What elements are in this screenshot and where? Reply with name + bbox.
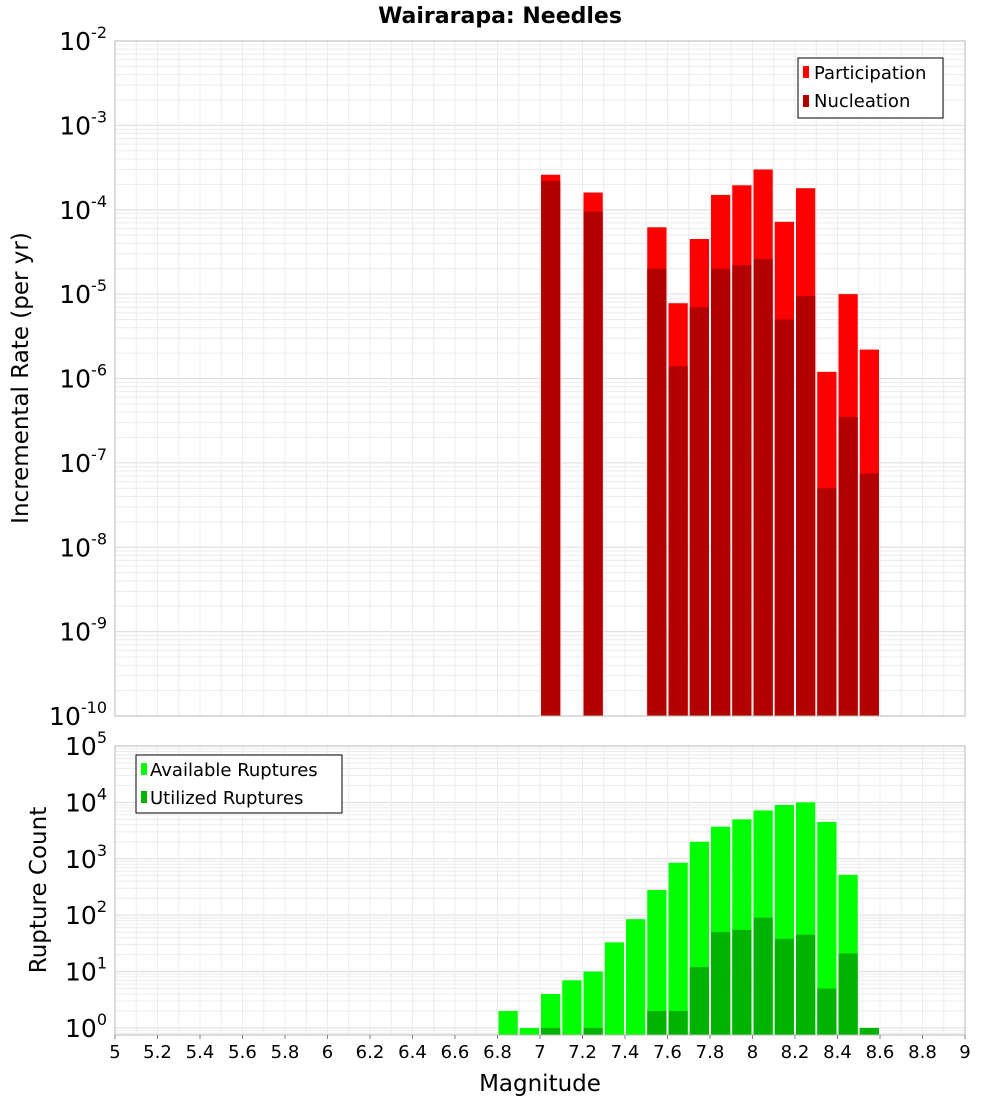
count-bar-b <box>838 953 858 1035</box>
count-bar-a <box>562 980 582 1035</box>
rate-bar-b <box>541 180 561 716</box>
legend-label-participation: Participation <box>814 63 926 84</box>
rate-y-ticks: 10-10 10-9 10-8 10-7 10-6 10-5 10-4 10-3 10-2 <box>49 23 107 731</box>
count-bar-a <box>583 971 603 1035</box>
legend-label-available: Available Ruptures <box>150 760 318 781</box>
count-bar-b <box>668 1010 688 1035</box>
count-bar-a <box>498 1010 518 1035</box>
x-axis-title: Magnitude <box>479 1071 601 1097</box>
x-tick-label: 5.6 <box>228 1042 257 1063</box>
count-bar-b <box>859 1027 879 1035</box>
x-tick-label: 8 <box>747 1042 758 1063</box>
x-tick-label: 9 <box>959 1042 970 1063</box>
count-bar-a <box>626 919 646 1035</box>
count-legend-box <box>135 754 343 814</box>
x-tick-label: 5 <box>109 1042 120 1063</box>
count-y-tick-label: 103 <box>65 841 107 874</box>
count-bar-b <box>647 1010 667 1035</box>
rate-bar-b <box>668 366 688 716</box>
legend-swatch-utilized <box>141 791 147 803</box>
x-tick-label: 5.4 <box>186 1042 215 1063</box>
rate-y-tick-label: 10-9 <box>59 614 107 647</box>
rate-bar-b <box>753 259 773 716</box>
x-tick-label: 6.6 <box>441 1042 470 1063</box>
x-tick-label: 7.4 <box>611 1042 640 1063</box>
rate-bars <box>541 169 879 717</box>
rate-bar-b <box>859 473 879 716</box>
count-bar-b <box>817 988 837 1035</box>
x-tick-label: 8.4 <box>823 1042 852 1063</box>
x-tick-label: 6.4 <box>398 1042 427 1063</box>
x-tick-label: 6.8 <box>483 1042 512 1063</box>
count-bars <box>498 802 879 1035</box>
rate-bar-b <box>689 307 709 716</box>
x-tick-label: 5.2 <box>143 1042 172 1063</box>
count-bar-a <box>668 862 688 1035</box>
count-bar-b <box>796 934 816 1035</box>
rate-y-tick-label: 10-10 <box>49 698 107 731</box>
count-y-axis-title: Rupture Count <box>26 807 52 973</box>
rate-plot-frame <box>114 40 966 717</box>
count-x-ticks: 5 5.2 5.4 5.6 5.8 6 6.2 6.4 6.6 6.8 7 7.2 7.4 7.6 7.8 8… <box>109 1035 971 1063</box>
rate-bar-b <box>647 268 667 716</box>
legend-label-nucleation: Nucleation <box>814 91 910 112</box>
rate-y-tick-label: 10-3 <box>59 107 107 140</box>
x-tick-label: 8.2 <box>781 1042 810 1063</box>
legend-label-utilized: Utilized Ruptures <box>150 788 303 809</box>
count-bar-b <box>774 938 794 1035</box>
x-tick-label: 7.8 <box>696 1042 725 1063</box>
x-tick-label: 7.2 <box>568 1042 597 1063</box>
chart-title: Wairarapa: Needles <box>378 4 622 29</box>
count-panel: 100 101 102 103 104 105 5 5.2 5.4 5.6 5.8 6 6.2 6.4 6… <box>26 728 971 1097</box>
count-y-tick-label: 102 <box>65 897 107 930</box>
x-tick-label: 5.8 <box>271 1042 300 1063</box>
count-y-tick-label: 100 <box>65 1010 107 1043</box>
count-bar-a <box>541 994 561 1035</box>
rate-bar-b <box>711 268 731 716</box>
x-tick-label: 6.2 <box>356 1042 385 1063</box>
count-bar-a <box>817 821 837 1035</box>
rate-gridlines <box>114 41 966 717</box>
count-bar-a <box>647 889 667 1035</box>
x-tick-label: 8.8 <box>908 1042 937 1063</box>
rate-bar-b <box>774 319 794 716</box>
rate-panel: 10-10 10-9 10-8 10-7 10-6 10-5 10-4 10-3 10-2 In… <box>8 23 966 731</box>
count-bar-b <box>753 917 773 1035</box>
rate-bar-b <box>838 416 858 716</box>
x-tick-label: 6 <box>322 1042 333 1063</box>
count-bar-b <box>711 932 731 1035</box>
rate-bar-b <box>796 296 816 716</box>
rate-y-tick-label: 10-7 <box>59 445 107 478</box>
count-bar-a <box>604 942 624 1035</box>
rate-bar-b <box>732 265 752 716</box>
legend-swatch-participation <box>803 66 809 78</box>
x-tick-label: 8.6 <box>866 1042 895 1063</box>
count-bar-a <box>519 1027 539 1035</box>
rate-legend-box <box>797 57 944 119</box>
count-y-tick-label: 104 <box>65 784 107 817</box>
count-y-ticks: 100 101 102 103 104 105 <box>65 728 107 1043</box>
legend-swatch-nucleation <box>803 95 809 107</box>
count-bar-b <box>689 967 709 1035</box>
count-bar-b <box>732 929 752 1035</box>
rate-y-tick-label: 10-2 <box>59 23 107 56</box>
count-bar-b <box>541 1027 561 1035</box>
legend-swatch-available <box>141 763 147 775</box>
count-y-tick-label: 101 <box>65 954 107 987</box>
count-bar-b <box>583 1027 603 1035</box>
rate-y-tick-label: 10-4 <box>59 192 107 225</box>
rate-bar-b <box>583 211 603 716</box>
rate-y-tick-label: 10-5 <box>59 276 107 309</box>
rate-y-axis-title: Incremental Rate (per yr) <box>8 232 34 524</box>
x-tick-label: 7.6 <box>653 1042 682 1063</box>
count-y-tick-label: 105 <box>65 728 107 761</box>
rate-y-tick-label: 10-8 <box>59 529 107 562</box>
count-legend: Available Ruptures Utilized Ruptures <box>135 754 343 814</box>
rate-y-tick-label: 10-6 <box>59 361 107 394</box>
rate-legend: Participation Nucleation <box>797 57 944 119</box>
x-tick-label: 7 <box>534 1042 545 1063</box>
rate-bar-b <box>817 488 837 716</box>
